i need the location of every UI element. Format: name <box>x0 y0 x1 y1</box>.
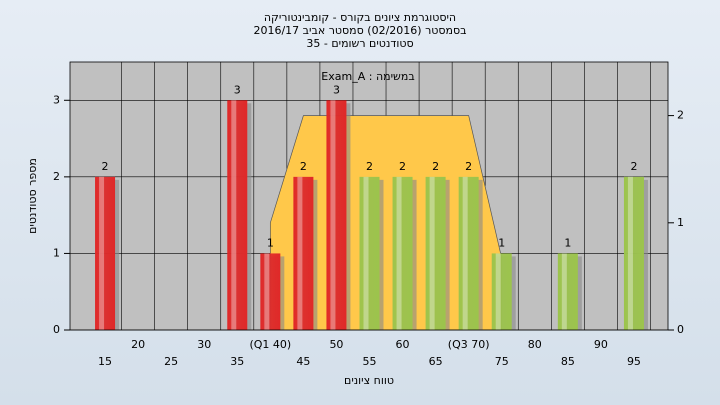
bar <box>392 176 413 330</box>
bar-highlight <box>396 176 402 330</box>
y-tick-label: 0 <box>53 323 60 336</box>
bar-highlight <box>330 100 336 331</box>
x-tick-label: 30 <box>197 338 211 351</box>
bar-highlight <box>429 176 435 330</box>
y-tick-label: 3 <box>53 93 60 106</box>
x-tick-label: 85 <box>561 355 575 368</box>
x-tick-label: 65 <box>429 355 443 368</box>
bar-highlight <box>462 176 468 330</box>
value-label: 2 <box>300 160 307 173</box>
bar <box>95 176 116 330</box>
x-tick-label: 80 <box>528 338 542 351</box>
x-tick-label: 20 <box>131 338 145 351</box>
y2-tick-label: 2 <box>677 109 684 122</box>
bar <box>227 100 248 331</box>
bar <box>293 176 314 330</box>
bar-highlight <box>363 176 369 330</box>
bar-highlight <box>297 176 303 330</box>
x-tick-label: 55 <box>363 355 377 368</box>
value-label: 1 <box>267 236 274 249</box>
x-tick-label: 50 <box>329 338 343 351</box>
bar-highlight <box>99 176 105 330</box>
y-axis-label: מספר סטודנטים <box>26 158 39 234</box>
value-label: 2 <box>399 160 406 173</box>
x-tick-label: 35 <box>230 355 244 368</box>
x-tick-label: 25 <box>164 355 178 368</box>
bar <box>260 253 281 330</box>
y-tick-label: 1 <box>53 246 60 259</box>
chart-title: היסטוגרמת ציונים בקורס - קומבינטוריקה <box>264 11 456 24</box>
bar <box>458 176 479 330</box>
y-tick-label: 2 <box>53 170 60 183</box>
bar-highlight <box>561 253 567 330</box>
bar <box>623 176 644 330</box>
y2-tick-label: 1 <box>677 216 684 229</box>
bar <box>326 100 347 331</box>
y2-tick-label: 0 <box>677 323 684 336</box>
value-label: 1 <box>498 236 505 249</box>
bar-highlight <box>495 253 501 330</box>
plot-border <box>69 61 669 331</box>
bar <box>425 176 446 330</box>
bar <box>557 253 578 330</box>
bar-highlight <box>264 253 270 330</box>
value-label: 2 <box>432 160 439 173</box>
x-tick-label: 45 <box>296 355 310 368</box>
value-label: 3 <box>333 83 340 96</box>
x-tick-label: 95 <box>627 355 641 368</box>
bar <box>491 253 512 330</box>
x-tick-label: 75 <box>495 355 509 368</box>
x-axis-label: טווח ציונים <box>344 374 394 387</box>
chart-subtitle: בסמסטר (02/2016) סמסטר אביב 2016/17 <box>253 24 466 37</box>
x-tick-label: (Q3 70) <box>448 338 490 351</box>
value-label: 2 <box>366 160 373 173</box>
bar-highlight <box>231 100 237 331</box>
chart-subtitle: סטודנטים רשומים - 35 <box>306 37 413 50</box>
value-label: 2 <box>465 160 472 173</box>
bar <box>359 176 380 330</box>
value-label: 1 <box>564 236 571 249</box>
x-tick-label: (Q1 40) <box>249 338 291 351</box>
x-tick-label: 90 <box>594 338 608 351</box>
annotation: Exam_A : במשימה <box>321 70 414 83</box>
bar-highlight <box>627 176 633 330</box>
value-label: 2 <box>102 160 109 173</box>
x-tick-label: 15 <box>98 355 112 368</box>
x-tick-label: 60 <box>396 338 410 351</box>
value-label: 2 <box>630 160 637 173</box>
value-label: 3 <box>234 83 241 96</box>
